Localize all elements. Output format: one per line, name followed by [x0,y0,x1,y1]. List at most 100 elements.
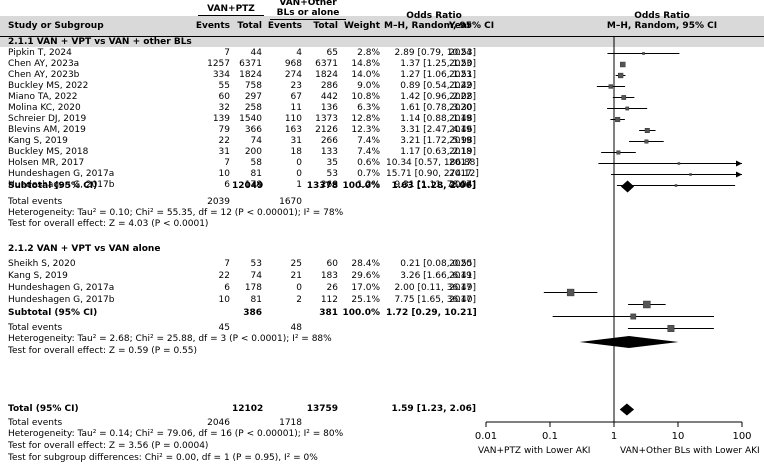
cell-year: 2018 [449,147,472,157]
section2-heterogeneity: Heterogeneity: Tau² = 2.68; Chi² = 25.88… [8,334,332,344]
point-estimate [674,184,678,187]
cell-events1: 6 [224,180,230,190]
cell-weight: 14.8% [351,59,380,69]
header-band [0,16,764,36]
overall-ci: 1.59 [1.23, 2.06] [391,404,476,414]
cell-events1: 334 [212,70,230,80]
x-tick-label: 100 [732,431,751,442]
cell-total2: 133 [320,147,338,157]
cell-study-name: Hundeshagen G, 2017b [8,295,115,305]
cell-weight: 29.6% [351,271,380,281]
cell-events2: 25 [290,259,302,269]
section1-subtotal-t1: 12049 [232,181,264,191]
plot-title: Odds Ratio [634,11,690,21]
section1-subtotal-ci: 1.63 [1.28, 2.06] [391,181,476,191]
subtotal-diamond [620,180,635,193]
cell-total1: 44 [250,48,262,58]
cell-or-ci: 2.00 [0.11, 36.49] [394,283,476,293]
cell-events1: 7 [224,158,230,168]
cell-events1: 22 [218,136,230,146]
point-estimate [677,162,681,165]
ci-arrow [736,171,742,178]
point-estimate [630,313,637,320]
section1-band [0,37,764,47]
cell-study-name: Schreier DJ, 2019 [8,114,87,124]
cell-events2: 18 [290,147,302,157]
group2-header-line1: VAN+Other [279,0,337,8]
section1-total-events-label: Total events [8,197,63,207]
cell-or-ci: 10.34 [0.57, 186.88] [386,158,479,168]
section1-subtotal-label: Subtotal (95% CI) [8,181,98,191]
cell-events1: 79 [218,125,230,135]
group2-underline [270,19,346,20]
section2-total-events1: 45 [218,323,230,333]
section1-title: 2.1.1 VAN + VPT vs VAN + other BLs [8,37,192,47]
cell-year: 2024 [449,48,472,58]
cell-total2: 1373 [315,114,338,124]
point-estimate [642,52,645,55]
cell-or-ci: 15.71 [0.90, 274.12] [386,169,479,179]
section2-subtotal-t1: 386 [243,308,262,318]
cell-or-ci: 1.37 [1.25, 1.50] [400,59,476,69]
point-estimate [620,61,626,68]
cell-events2: 110 [284,114,302,124]
point-estimate [689,173,692,176]
cell-or-ci: 1.42 [0.96, 2.08] [400,92,476,102]
cell-year: 2020 [449,103,472,113]
cell-year: 2017 [449,295,472,305]
cell-or-ci: 0.89 [0.54, 1.49] [400,81,476,91]
cell-weight: 12.3% [351,125,380,135]
cell-weight: 14.0% [351,70,380,80]
axis-right-label: VAN+Other BLs with Lower AKI [620,446,760,456]
cell-year: 2019 [449,271,472,281]
cell-events2: 0 [296,169,302,179]
cell-year: 2022 [449,81,472,91]
section1-overall-effect: Test for overall effect: Z = 4.03 (P < 0… [8,219,209,229]
cell-total2: 6371 [315,59,338,69]
cell-events2: 23 [290,81,302,91]
col-events1-header: Events [195,21,230,31]
cell-year: 2017 [449,283,472,293]
section2-total-events-label: Total events [8,323,63,333]
cell-total1: 74 [250,136,262,146]
cell-events2: 11 [290,103,302,113]
cell-study-name: Blevins AM, 2019 [8,125,86,135]
overall-effect: Test for overall effect: Z = 3.56 (P = 0… [8,441,209,451]
col-or-subtitle: M–H, Random, 95% CI [384,21,495,31]
cell-events2: 0 [296,158,302,168]
subtotal-diamond [579,336,679,348]
cell-events1: 139 [212,114,230,124]
section2-overall-effect: Test for overall effect: Z = 0.59 (P = 0… [8,346,197,356]
axis-left-label: VAN+PTZ with Lower AKI [478,446,591,456]
cell-or-ci: 7.75 [1.65, 36.40] [394,295,476,305]
cell-events2: 67 [290,92,302,102]
cell-weight: 6.3% [357,103,380,113]
section2-total-events2: 48 [290,323,302,333]
section1-total-events2: 1670 [279,197,302,207]
point-estimate [625,106,630,111]
header-rule [0,36,764,37]
x-tick-label: 0.01 [475,431,497,442]
cell-total1: 1540 [239,114,262,124]
cell-study-name: Molina KC, 2020 [8,103,81,113]
overall-t2: 13759 [306,404,338,414]
cell-events1: 7 [224,48,230,58]
cell-study-name: Sheikh S, 2020 [8,259,76,269]
col-events2-header: Events [267,21,302,31]
cell-total1: 53 [250,259,262,269]
cell-total1: 74 [250,271,262,281]
cell-total1: 58 [250,158,262,168]
cell-study-name: Buckley MS, 2022 [8,81,89,91]
cell-year: 2017 [449,158,472,168]
cell-events2: 0 [296,283,302,293]
overall-total-events1: 2046 [207,418,230,428]
cell-total1: 297 [244,92,262,102]
group1-underline [198,15,264,16]
x-tick-label: 1 [611,431,617,442]
cell-weight: 0.7% [357,169,380,179]
section2-subtotal-ci: 1.72 [0.29, 10.21] [386,308,477,318]
cell-weight: 7.4% [357,136,380,146]
cell-total2: 286 [320,81,338,91]
cell-total1: 178 [244,180,262,190]
